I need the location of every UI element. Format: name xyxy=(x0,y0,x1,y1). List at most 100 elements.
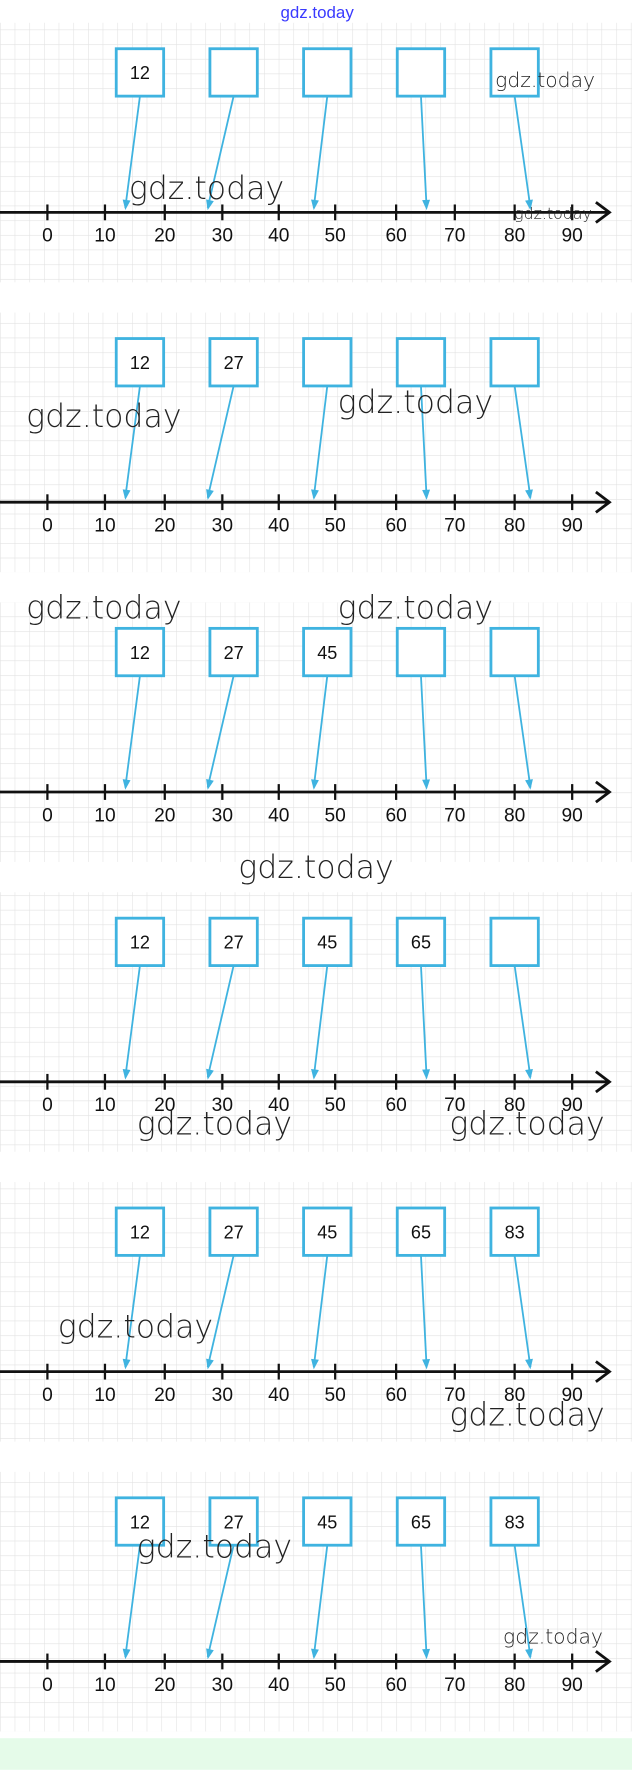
pointer-arrow xyxy=(513,96,532,208)
tick-label: 40 xyxy=(268,805,289,826)
watermark: gdz.today xyxy=(338,591,493,627)
tick-label: 0 xyxy=(42,1675,53,1696)
tick-label: 60 xyxy=(385,1385,406,1406)
watermark: gdz.today xyxy=(26,399,181,435)
pointer-arrow xyxy=(206,1255,235,1368)
answer-box xyxy=(302,337,353,388)
watermark: gdz.today xyxy=(26,591,181,627)
pointer-arrow xyxy=(420,1255,428,1368)
answer-box xyxy=(489,47,540,98)
pointer-arrow xyxy=(206,1545,235,1658)
answer-box xyxy=(395,337,447,388)
number-line-arrow xyxy=(595,201,612,224)
pointer-arrow xyxy=(420,675,428,788)
answer-value: 27 xyxy=(224,643,244,663)
pointer-arrowhead xyxy=(525,1358,533,1370)
answer-box xyxy=(395,1496,447,1547)
tick-label: 50 xyxy=(325,1675,346,1696)
tick-label: 20 xyxy=(154,1095,175,1116)
pointer-arrowhead xyxy=(206,1068,214,1080)
watermark: gdz.today xyxy=(137,1106,292,1142)
answer-box xyxy=(114,626,166,678)
pointer-arrow xyxy=(312,385,329,498)
answer-value: 83 xyxy=(505,1222,525,1242)
tick-label: 20 xyxy=(154,1385,175,1406)
tick-label: 90 xyxy=(562,1095,583,1116)
answer-box xyxy=(208,1496,259,1547)
tick-label: 30 xyxy=(212,1675,233,1696)
tick-label: 10 xyxy=(94,226,115,247)
answer-box xyxy=(302,1206,353,1257)
pointer-arrow xyxy=(420,385,428,498)
pointer-arrowhead xyxy=(206,1648,214,1660)
pointer-arrowhead xyxy=(422,1359,431,1370)
tick-label: 80 xyxy=(504,1095,525,1116)
answer-value: 12 xyxy=(130,1512,150,1532)
pointer-arrow xyxy=(420,1545,428,1657)
answer-box xyxy=(489,916,540,967)
answer-box xyxy=(302,626,353,678)
number-line-arrow xyxy=(595,1360,612,1383)
answer-box xyxy=(395,47,447,98)
answer-box xyxy=(114,1496,166,1547)
pointer-arrowhead xyxy=(122,489,131,500)
tick-label: 60 xyxy=(385,226,406,247)
pointer-arrow xyxy=(124,1255,141,1368)
answer-value: 12 xyxy=(130,933,150,953)
number-line-arrow xyxy=(595,1070,612,1094)
watermark: gdz.today xyxy=(137,1530,292,1566)
pointer-arrow xyxy=(206,95,235,209)
answer-box xyxy=(489,1206,540,1257)
answer-value: 12 xyxy=(130,63,150,83)
tick-label: 10 xyxy=(94,1095,115,1116)
tick-label: 20 xyxy=(154,516,175,537)
watermark: gdz.today xyxy=(58,1310,213,1346)
pointer-arrow xyxy=(312,96,329,208)
tick-label: 60 xyxy=(385,805,406,826)
pointer-arrow xyxy=(206,675,235,788)
answer-value: 12 xyxy=(130,353,150,373)
answer-box xyxy=(208,1206,259,1257)
answer-value: 27 xyxy=(224,1512,244,1532)
tick-label: 20 xyxy=(154,226,175,247)
pointer-arrowhead xyxy=(422,1648,431,1660)
tick-label: 90 xyxy=(562,805,583,826)
tick-label: 40 xyxy=(268,516,289,537)
tick-label: 50 xyxy=(325,805,346,826)
tick-label: 50 xyxy=(325,516,346,537)
watermark: gdz.today xyxy=(495,68,595,92)
answer-box xyxy=(489,1496,540,1547)
answer-value: 12 xyxy=(130,1222,150,1242)
answer-box xyxy=(395,626,447,678)
answer-box xyxy=(208,626,259,678)
pointer-arrow xyxy=(124,1545,141,1658)
title-watermark: gdz.today xyxy=(280,3,354,22)
tick-label: 90 xyxy=(562,1385,583,1406)
footer-strip xyxy=(0,1738,632,1770)
answer-box xyxy=(208,337,259,388)
answer-box xyxy=(302,1496,353,1547)
pointer-arrow xyxy=(513,675,532,788)
pointer-arrow xyxy=(312,1545,329,1658)
pointer-arrowhead xyxy=(311,199,319,211)
tick-label: 10 xyxy=(94,1385,115,1406)
answer-box xyxy=(114,47,166,98)
answer-box xyxy=(208,916,259,967)
tick-label: 10 xyxy=(94,805,115,826)
tick-label: 70 xyxy=(444,516,465,537)
answer-value: 65 xyxy=(411,933,431,953)
answer-box xyxy=(114,1206,166,1257)
pointer-arrowhead xyxy=(525,489,533,500)
pointer-arrow xyxy=(513,1545,532,1658)
pointer-arrowhead xyxy=(311,1648,319,1660)
pointer-arrowhead xyxy=(122,199,131,211)
answer-box xyxy=(302,47,353,98)
pointer-arrowhead xyxy=(122,1648,131,1660)
tick-label: 20 xyxy=(154,805,175,826)
watermark: gdz.today xyxy=(238,850,393,886)
tick-label: 0 xyxy=(42,1385,53,1406)
pointer-arrow xyxy=(513,1255,532,1368)
tick-label: 0 xyxy=(42,1095,53,1116)
pointer-arrowhead xyxy=(422,779,431,790)
